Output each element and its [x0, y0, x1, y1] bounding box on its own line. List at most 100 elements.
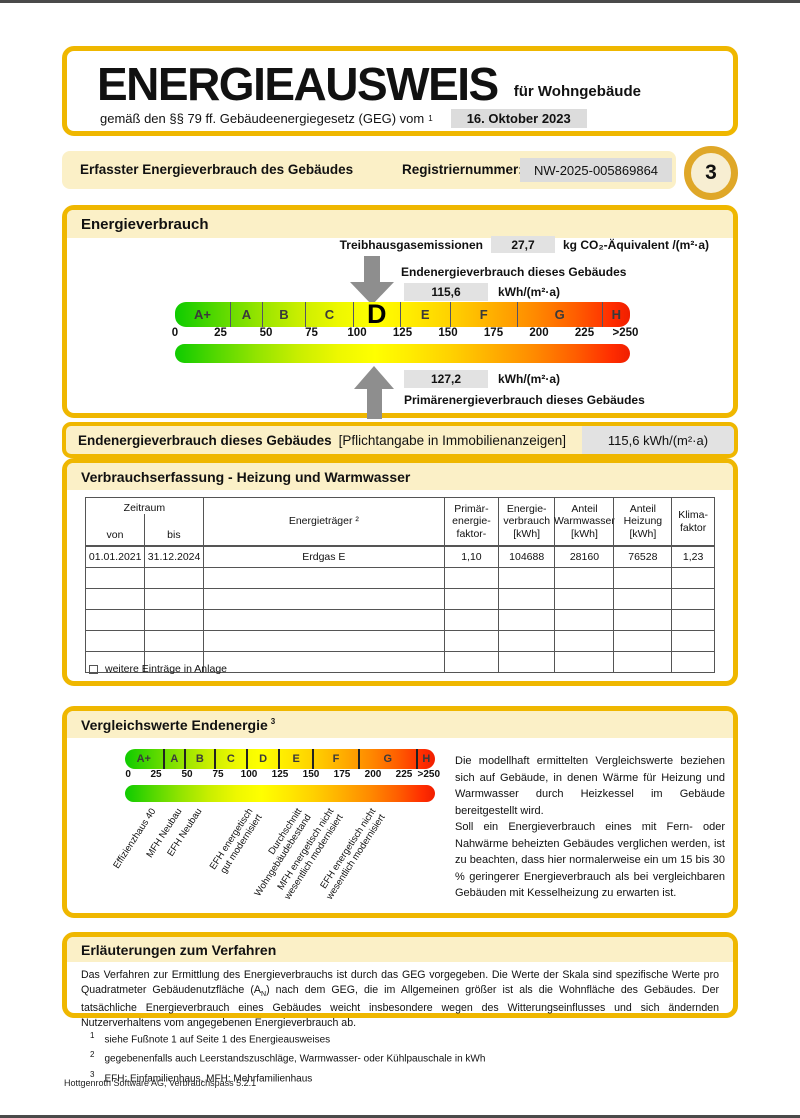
table-row-empty [86, 567, 714, 588]
registration-value: NW-2025-005869864 [520, 158, 672, 182]
more-entries-checkbox-label: weitere Einträge in Anlage [105, 663, 227, 675]
bottom-edge-bar [0, 1115, 800, 1118]
cell-anteil-warmwasser: 28160 [554, 547, 613, 567]
footnote-row: 2 gegebenenfalls auch Leerstandszuschläge… [90, 1047, 485, 1066]
consumption-table-header: Zeitraum von bis Energieträger ² Primär-… [86, 498, 714, 546]
explanation-box: Erläuterungen zum Verfahren Das Verfahre… [62, 932, 738, 1029]
cmp-class-c: C [213, 749, 247, 769]
scale-tick-225: 225 [574, 327, 595, 339]
explanation-section-title: Erläuterungen zum Verfahren [67, 937, 733, 962]
column-header-energieverbrauch: Energie- verbrauch [kWh] [497, 498, 555, 545]
scale-class-e: E [399, 302, 450, 327]
cmp-class-e: E [278, 749, 312, 769]
cmp-tick: 125 [271, 769, 289, 780]
cmp-class-g: G [357, 749, 416, 769]
scale-gradient-bar [175, 344, 630, 363]
cell-klimafaktor: 1,23 [671, 547, 714, 567]
column-header-primaerfaktor: Primär- energie- faktor- [443, 498, 498, 545]
endenergy-banner-title: Endenergieverbrauch dieses Gebäudes [78, 432, 332, 448]
endenergy-banner: Endenergieverbrauch dieses Gebäudes [Pfl… [62, 422, 738, 458]
endenergy-banner-value: 115,6 kWh/(m²·a) [582, 426, 734, 454]
column-header-anteil-warmwasser: Anteil Warmwasser [kWh] [554, 498, 615, 545]
summary-banner: Erfasster Energieverbrauch des Gebäudes … [62, 151, 676, 189]
arrow-up-icon [354, 366, 394, 419]
comparison-paragraph-1: Die modellhaft ermittelten Vergleichswer… [455, 755, 725, 817]
column-header-energietraeger: Energieträger ² [202, 498, 444, 545]
footnote-row: 1 siehe Fußnote 1 auf Seite 1 des Energie… [90, 1028, 485, 1047]
comparison-reference-labels: Effizienzhaus 40 MFH Neubau EFH Neubau E… [111, 806, 435, 922]
ghg-label: Treibhausgasemissionen [339, 237, 483, 252]
explanation-text: Das Verfahren zur Ermittlung des Energie… [81, 969, 719, 1029]
cell-energieverbrauch: 104688 [497, 547, 555, 567]
consumption-table: Zeitraum von bis Energieträger ² Primär-… [85, 497, 715, 673]
cmp-class-b: B [184, 749, 213, 769]
table-row-empty [86, 630, 714, 651]
cmp-class-a: A [162, 749, 185, 769]
cmp-class-f: F [312, 749, 358, 769]
scale-tick-125: 125 [392, 327, 413, 339]
consumption-section-title: Verbrauchserfassung - Heizung und Warmwa… [67, 463, 733, 490]
energy-scale: A+ A B C D E F G H 0 25 50 75 100 125 15… [172, 299, 638, 363]
more-entries-checkbox[interactable] [89, 664, 98, 674]
comparison-box: Vergleichswerte Endenergie 3 A+ A B C D E… [62, 706, 738, 918]
scale-class-h: H [601, 302, 630, 327]
table-row-empty [86, 588, 714, 609]
scale-tick-150: 150 [438, 327, 458, 339]
law-date-box: 16. Oktober 2023 [450, 109, 587, 128]
title-box: ENERGIEAUSWEIS für Wohngebäude gemäß den… [62, 46, 738, 136]
footnote-text: gegebenenfalls auch Leerstandszuschläge,… [104, 1053, 486, 1065]
column-header-bis: bis [143, 514, 203, 545]
comparison-section-title: Vergleichswerte Endenergie [81, 717, 268, 733]
cmp-tick: 175 [333, 769, 351, 780]
cmp-class-h: H [415, 749, 435, 769]
column-header-zeitraum: Zeitraum von bis [86, 498, 203, 545]
energy-consumption-box: Energieverbrauch Treibhausgasemissionen … [62, 205, 738, 419]
cmp-tick: 50 [181, 769, 193, 780]
cmp-tick: >250 [417, 769, 441, 780]
table-row-empty [86, 651, 714, 672]
end-energy-value: 115,6 [404, 283, 488, 301]
cmp-tick: 25 [150, 769, 162, 780]
subscript-n: N [261, 991, 267, 999]
primary-energy-value: 127,2 [404, 370, 488, 388]
scale-class-b: B [261, 302, 305, 327]
end-energy-unit: kWh/(m²·a) [498, 285, 560, 299]
cell-von: 01.01.2021 [88, 551, 142, 563]
cmp-tick: 100 [240, 769, 258, 780]
summary-title: Erfasster Energieverbrauch des Gebäudes [80, 162, 354, 177]
scale-tick-250plus: >250 [612, 327, 639, 339]
scale-tick-50: 50 [259, 327, 273, 339]
footnote-marker: 1 [90, 1031, 95, 1040]
consumption-record-box: Verbrauchserfassung - Heizung und Warmwa… [62, 458, 738, 686]
scale-class-d-current: D [352, 299, 400, 329]
cell-energietraeger: Erdgas E [202, 547, 444, 567]
footnote-row: 3 EFH: Einfamilienhaus, MFH: Mehrfamilien… [90, 1067, 485, 1086]
energy-section-title: Energieverbrauch [67, 210, 733, 238]
comparison-scale: A+ A B C D E F G H 0 25 50 75 100 125 15… [111, 749, 440, 901]
primary-energy-unit: kWh/(m²·a) [498, 372, 560, 386]
table-row-empty [86, 609, 714, 630]
scale-tick-75: 75 [305, 327, 318, 339]
scale-class-f: F [449, 302, 517, 327]
vendor-line: Hottgenroth Software AG, Verbrauchspass … [64, 1078, 257, 1088]
cmp-tick: 0 [125, 769, 131, 780]
column-header-von: von [106, 529, 124, 541]
endenergy-banner-note: [Pflichtangabe in Immobilienanzeigen] [338, 432, 566, 448]
cell-bis: 31.12.2024 [144, 547, 202, 567]
comparison-title-footnote: 3 [270, 717, 276, 727]
cmp-class-a-plus: A+ [136, 753, 151, 765]
law-reference: gemäß den §§ 79 ff. Gebäudeenergiegesetz… [100, 111, 425, 126]
cmp-tick: 200 [364, 769, 382, 780]
comparison-paragraph-2: Soll ein Energieverbrauch eines mit Fern… [455, 821, 725, 899]
footnote-text: EFH: Einfamilienhaus, MFH: Mehrfamilienh… [104, 1072, 313, 1084]
top-edge-bar [0, 0, 800, 3]
footnote-text: siehe Fußnote 1 auf Seite 1 des Energiea… [104, 1034, 331, 1046]
cell-primaerfaktor: 1,10 [443, 547, 498, 567]
scale-tick-175: 175 [483, 327, 504, 339]
column-header-klimafaktor: Klima- faktor [671, 498, 714, 545]
footnote-marker: 3 [90, 1069, 95, 1079]
scale-tick-200: 200 [529, 327, 549, 339]
cell-anteil-heizung: 76528 [613, 547, 671, 567]
comparison-text: Die modellhaft ermittelten Vergleichswer… [455, 753, 725, 902]
